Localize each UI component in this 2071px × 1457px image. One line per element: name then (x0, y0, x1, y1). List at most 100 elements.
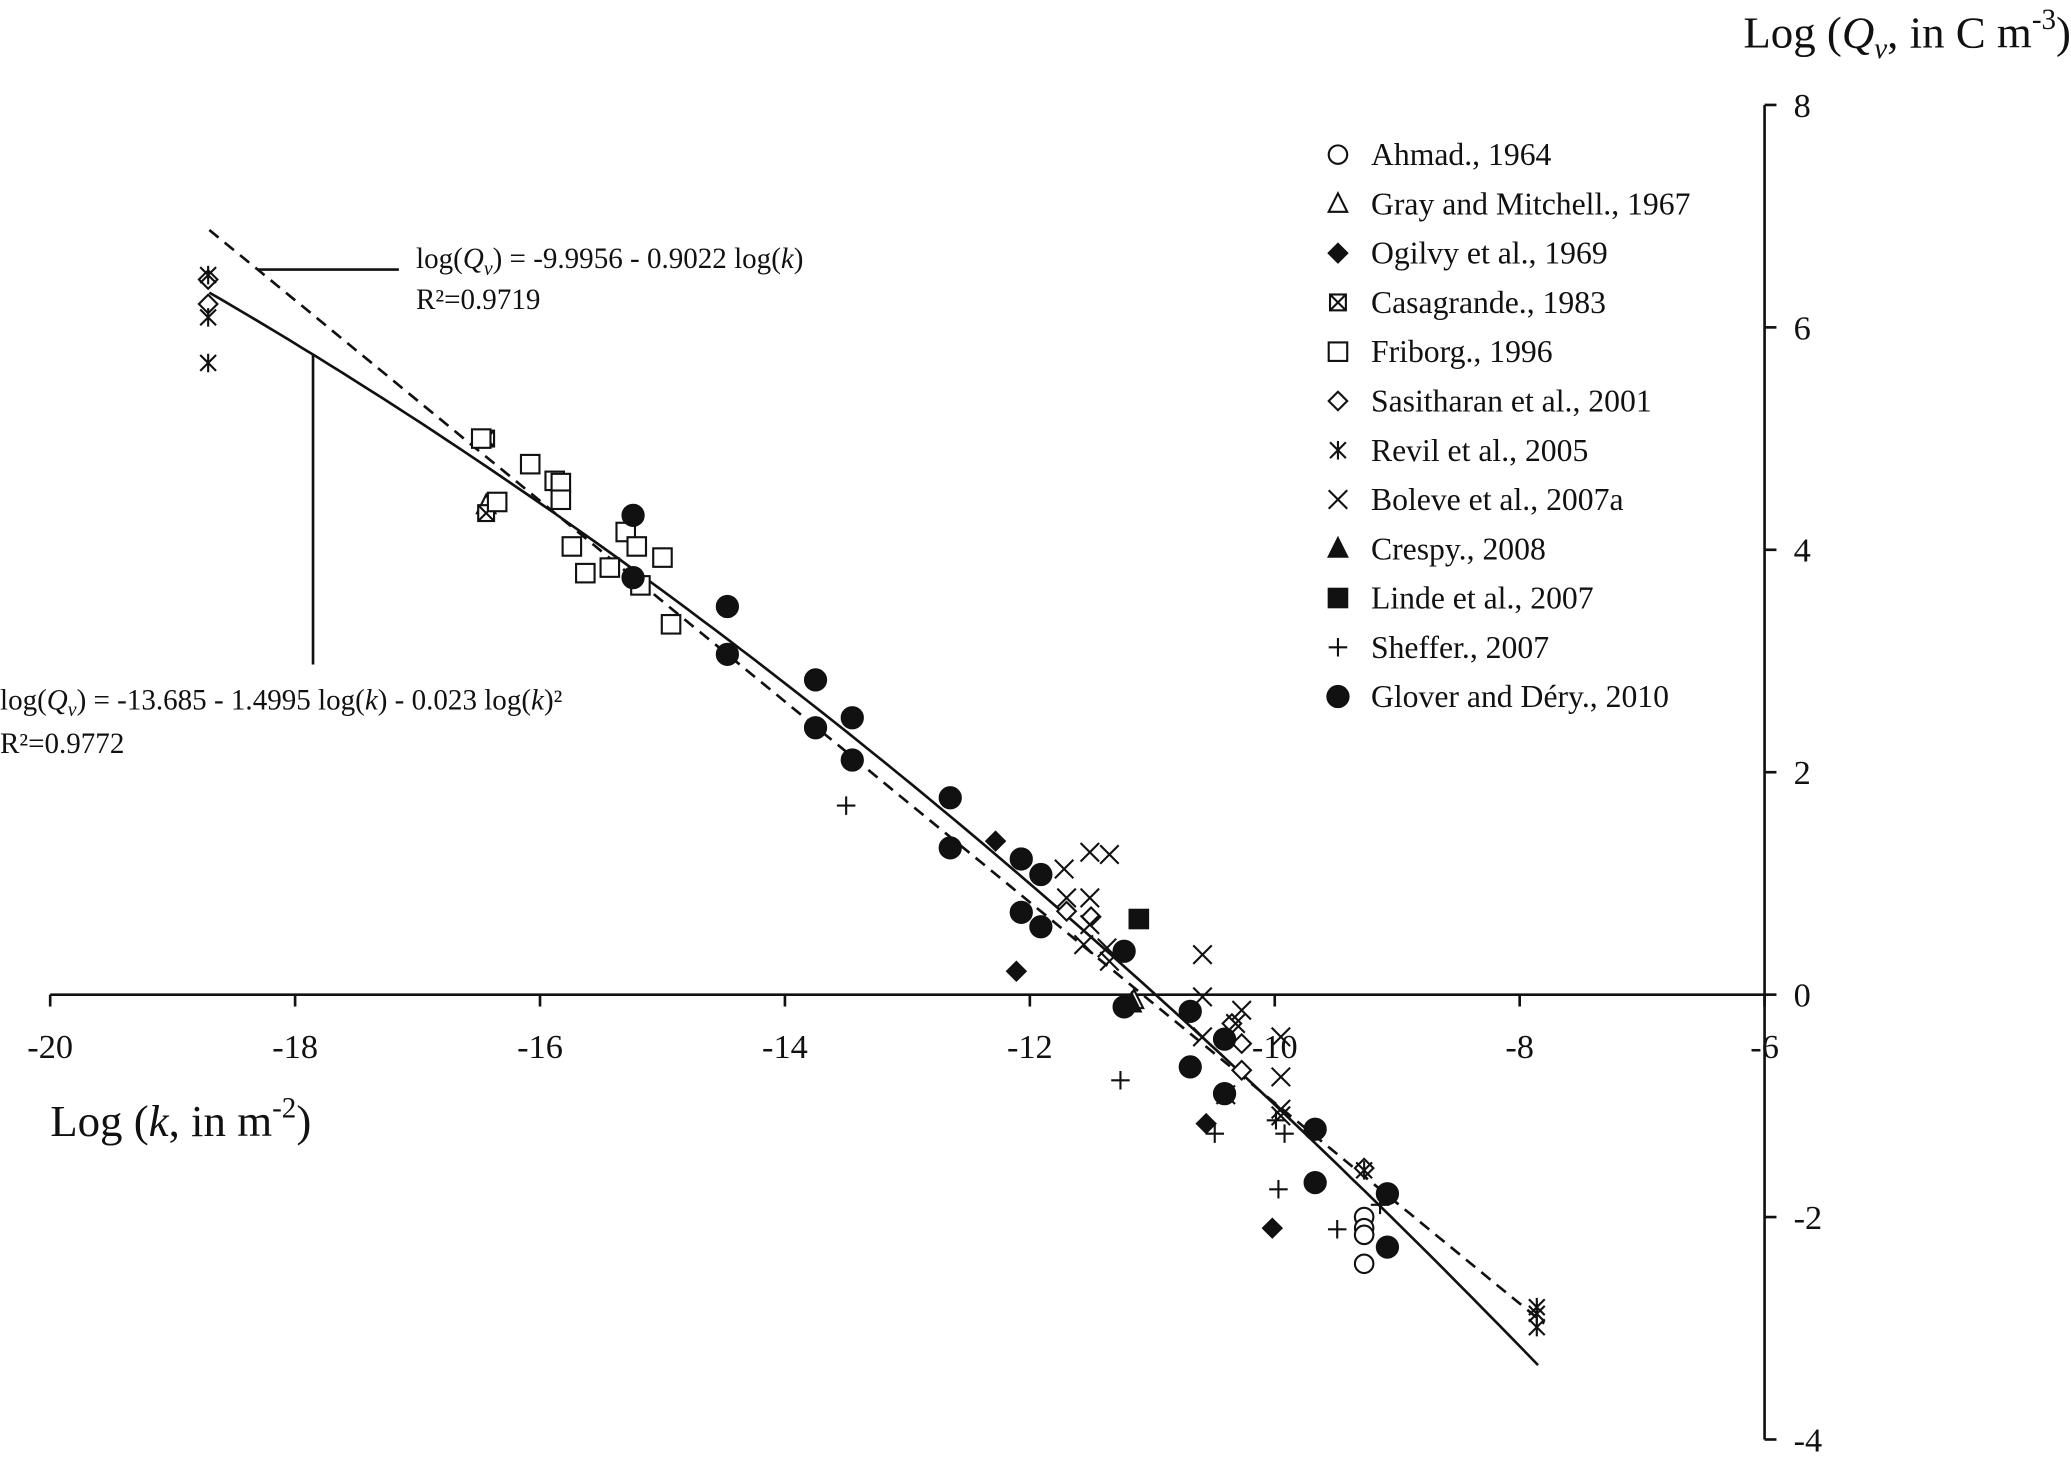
data-point-square-open (660, 614, 682, 635)
legend-label: Glover and Déry., 2010 (1371, 679, 1669, 714)
y-tick-label: 4 (1794, 532, 1811, 570)
data-point-circle-filled (715, 594, 739, 619)
data-point-diamond-open (1055, 900, 1078, 922)
data-point-circle-filled (1178, 999, 1202, 1023)
data-point-circle-filled (1303, 1117, 1327, 1141)
data-point-x (1270, 1099, 1291, 1120)
data-point-circle-filled (1375, 1182, 1400, 1206)
data-point-x (1192, 1026, 1213, 1047)
data-point-circle-filled (1112, 939, 1136, 963)
data-point-circle-filled (1029, 862, 1053, 887)
data-point-circle-filled (1212, 1027, 1237, 1051)
quadratic-fit-equation: log(Qv) = -13.685 - 1.4995 log(k) - 0.02… (0, 684, 563, 721)
legend-marker-square-filled (1327, 587, 1349, 609)
data-point-diamond-open (1230, 1059, 1253, 1082)
data-point-plus (836, 796, 856, 815)
legend-label: Ahmad., 1964 (1371, 137, 1552, 172)
data-point-square-open (561, 536, 583, 557)
data-point-circle-filled (1375, 1235, 1400, 1259)
data-point-circle-open (1353, 1253, 1375, 1275)
data-point-circle-filled (1178, 1055, 1202, 1079)
y-axis-label: Log (Qv, in C m-3) (1743, 4, 2071, 65)
data-point-x (1079, 914, 1100, 935)
data-point-asterisk (199, 265, 217, 285)
legend-label: Linde et al., 2007 (1371, 581, 1594, 616)
legend-label: Revil et al., 2005 (1371, 433, 1588, 468)
fit-lines (208, 229, 1545, 1367)
data-point-circle-filled (621, 565, 645, 590)
data-point-diamond-filled (984, 830, 1007, 852)
linear-fit-line (208, 229, 1545, 1325)
y-tick-label: 2 (1794, 754, 1811, 792)
data-point-x (1054, 858, 1075, 879)
data-point-circle-filled (1029, 915, 1053, 939)
x-tick-label: -8 (1505, 1028, 1534, 1066)
data-point-x (1056, 887, 1077, 908)
data-point-circle-filled (1009, 900, 1033, 924)
x-tick-label: -18 (272, 1028, 318, 1066)
data-point-plus (1275, 1124, 1294, 1143)
data-point-asterisk (1355, 1161, 1373, 1180)
data-point-x (1079, 887, 1100, 908)
data-point-x (1270, 1026, 1291, 1047)
data-point-square-open (575, 562, 596, 584)
data-point-square-open (652, 547, 673, 568)
x-tick-label: -12 (1007, 1028, 1053, 1066)
data-point-circle-filled (1112, 995, 1136, 1019)
legend-marker-circle-filled (1326, 684, 1350, 709)
data-point-x (1192, 944, 1213, 965)
data-point-square-filled (1128, 908, 1150, 930)
data-point-circle-filled (803, 716, 828, 740)
data-point-plus (1269, 1180, 1288, 1199)
x-tick-label: -6 (1750, 1028, 1779, 1066)
x-tick-label: -20 (27, 1028, 73, 1066)
data-point-x (1099, 844, 1120, 865)
y-tick-label: 6 (1794, 309, 1811, 347)
x-tick-label: -14 (762, 1028, 808, 1066)
data-point-circle-filled (1009, 847, 1033, 871)
data-point-circle-filled (803, 668, 828, 692)
linear-fit-r2: R²=0.9719 (416, 284, 540, 316)
legend-label: Ogilvy et al., 1969 (1371, 236, 1608, 271)
legend-label: Sasitharan et al., 2001 (1371, 384, 1652, 419)
legend-label: Casagrande., 1983 (1371, 285, 1606, 320)
data-point-circle-filled (715, 642, 739, 666)
data-point-x (1270, 1105, 1291, 1126)
legend-marker-diamond-open (1327, 390, 1349, 412)
y-tick-label: -4 (1794, 1421, 1823, 1457)
legend-marker-square-open (1327, 341, 1349, 362)
data-point-x (1270, 1066, 1291, 1087)
data-point-circle-filled (1303, 1170, 1327, 1195)
data-point-x (1231, 1000, 1252, 1021)
data-point-circle-filled (621, 503, 645, 527)
legend-marker-x (1327, 489, 1348, 510)
data-point-diamond-filled (1195, 1112, 1217, 1135)
legend-marker-triangle-open (1327, 190, 1349, 213)
linear-fit-equation: log(Qv) = -9.9956 - 0.9022 log(k) (416, 243, 803, 280)
legend-marker-triangle-filled (1327, 535, 1349, 558)
legend-marker-square-cross (1328, 293, 1347, 312)
data-points (197, 265, 1546, 1337)
legend-marker-asterisk (1329, 440, 1347, 460)
x-axis-label: Log (k, in m-2) (50, 1092, 311, 1145)
data-point-circle-open (1353, 1224, 1375, 1246)
data-point-circle-filled (840, 748, 864, 772)
legend-label: Sheffer., 2007 (1371, 630, 1549, 665)
legend-marker-plus (1328, 638, 1348, 657)
data-point-circle-filled (1212, 1081, 1237, 1106)
data-point-square-open (626, 536, 648, 557)
data-point-plus (1266, 1111, 1286, 1130)
data-point-square-open (550, 489, 572, 511)
legend-label: Friborg., 1996 (1371, 334, 1553, 369)
data-point-asterisk (199, 353, 217, 373)
data-point-circle-filled (938, 786, 962, 810)
data-point-plus (1111, 1071, 1130, 1090)
x-tick-label: -10 (1252, 1028, 1298, 1066)
x-tick-label: -16 (517, 1028, 563, 1066)
data-point-diamond-filled (1261, 1217, 1284, 1239)
data-point-square-open (470, 428, 492, 449)
data-point-x (1079, 842, 1100, 863)
data-point-circle-filled (938, 836, 962, 860)
